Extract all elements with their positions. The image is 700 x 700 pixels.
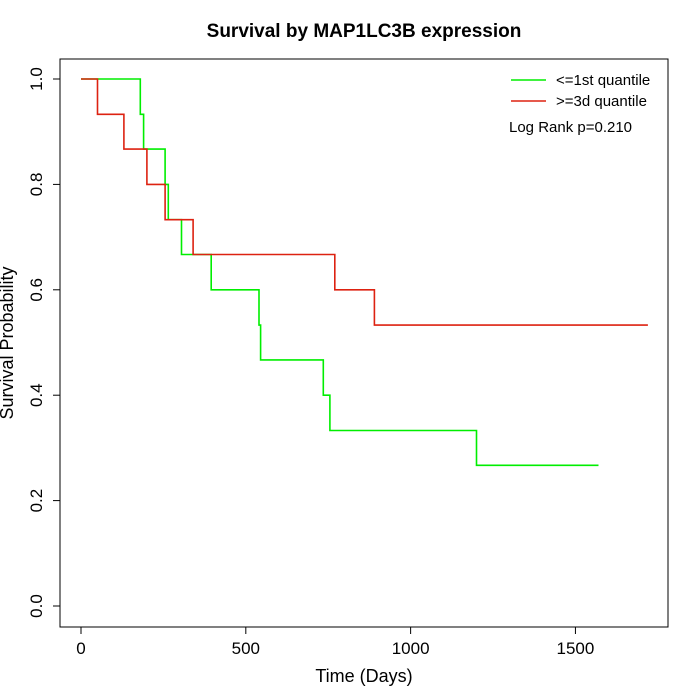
- legend: <=1st quantile >=3d quantile: [511, 72, 650, 110]
- series-line-1: [81, 78, 599, 467]
- y-tick-label: 0.8: [27, 173, 46, 197]
- x-tick-label: 500: [232, 639, 260, 658]
- y-axis-label: Survival Probability: [0, 266, 17, 419]
- y-tick-label: 1.0: [27, 67, 46, 91]
- y-tick-label: 0.6: [27, 278, 46, 302]
- log-rank-annotation: Log Rank p=0.210: [509, 119, 632, 136]
- y-tick-label: 0.0: [27, 594, 46, 618]
- x-tick-label: 1000: [392, 639, 430, 658]
- y-tick-label: 0.2: [27, 489, 46, 513]
- x-tick-label: 1500: [557, 639, 595, 658]
- y-tick-label: 0.4: [27, 383, 46, 407]
- series-layer: [81, 78, 648, 467]
- chart-title: Survival by MAP1LC3B expression: [207, 21, 522, 42]
- plot-frame: [59, 58, 669, 628]
- legend-label-1: <=1st quantile: [556, 72, 650, 89]
- legend-label-2: >=3d quantile: [556, 93, 647, 110]
- y-axis: 0.0 0.2 0.4 0.6 0.8 1.0: [27, 67, 61, 618]
- x-axis: 0 500 1000 1500: [76, 626, 595, 658]
- x-tick-label: 0: [76, 639, 85, 658]
- series-line-2: [81, 78, 648, 326]
- x-axis-label: Time (Days): [315, 666, 412, 686]
